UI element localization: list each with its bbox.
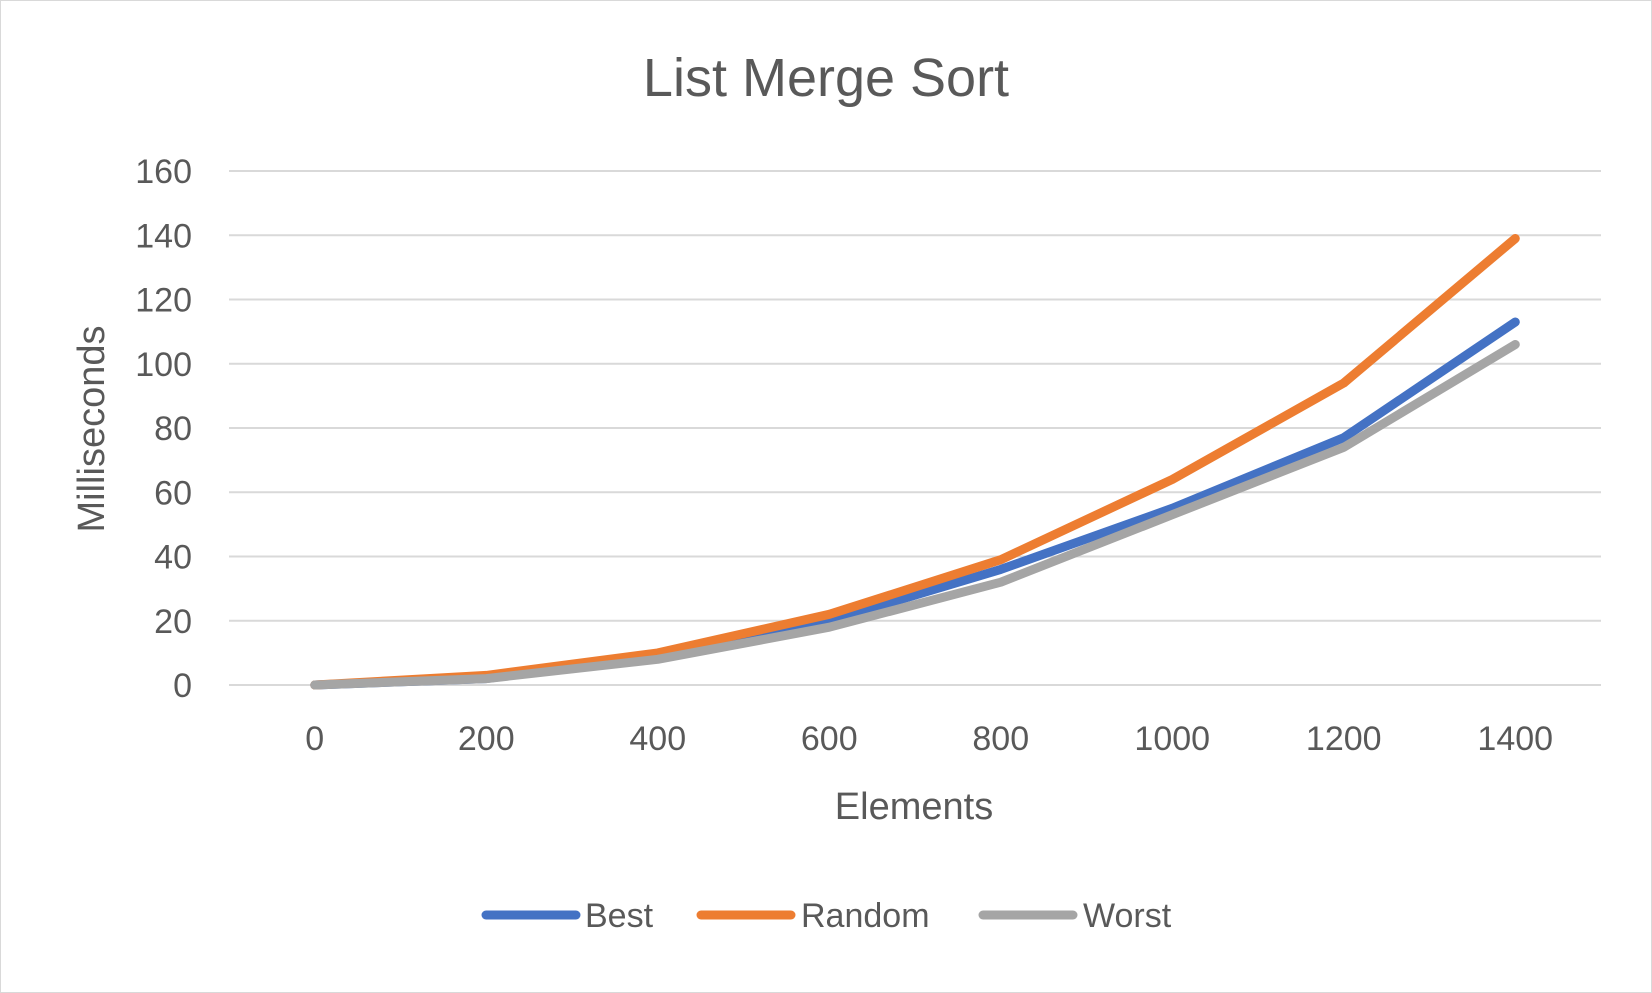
y-tick-label: 100 [135,346,192,384]
legend-label: Worst [1083,897,1172,935]
legend-label: Best [585,897,654,935]
legend-item-worst: Worst [978,897,1172,935]
series-line-worst [310,340,1520,690]
legend-label: Random [801,897,930,935]
series-line-random [310,234,1520,690]
y-tick-label: 40 [154,539,192,577]
series-lines [310,234,1520,690]
y-tick-label: 80 [154,410,192,448]
y-tick-label: 160 [135,153,192,191]
y-axis-ticks: 0 20 40 60 80 100 120 140 160 [135,153,192,705]
x-tick-label: 600 [801,720,858,758]
x-axis-title: Elements [835,786,993,828]
series-line-best [310,317,1520,690]
y-tick-label: 120 [135,282,192,320]
legend-item-random: Random [696,897,930,935]
chart-title: List Merge Sort [643,48,1009,108]
x-tick-label: 400 [629,720,686,758]
legend: Best Random Worst [481,897,1172,935]
y-tick-label: 20 [154,603,192,641]
x-axis-ticks: 0 200 400 600 800 1000 1200 1400 [305,720,1553,758]
x-tick-label: 1000 [1134,720,1210,758]
y-tick-label: 60 [154,474,192,512]
legend-item-best: Best [481,897,654,935]
y-axis-title: Milliseconds [71,326,113,533]
gridlines [229,170,1601,686]
x-tick-label: 1200 [1306,720,1382,758]
y-tick-label: 0 [173,667,192,705]
x-tick-label: 200 [458,720,515,758]
x-tick-label: 800 [972,720,1029,758]
y-tick-label: 140 [135,217,192,255]
x-tick-label: 1400 [1477,720,1553,758]
x-tick-label: 0 [305,720,324,758]
